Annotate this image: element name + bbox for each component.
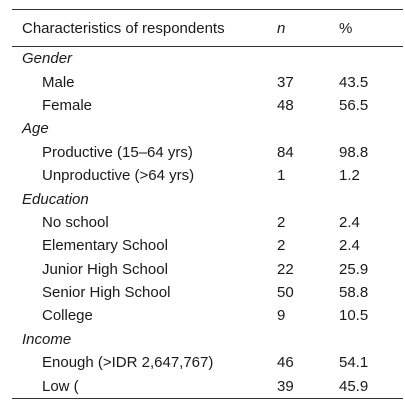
row-percent: 2.4: [339, 237, 360, 255]
row-n: 39: [277, 377, 294, 395]
row-label: Productive (15–64 yrs): [42, 143, 193, 161]
table-row: Low ( 39 45.9: [12, 374, 403, 399]
header-n: n: [277, 19, 286, 37]
header-percent: %: [339, 19, 353, 37]
row-percent: 10.5: [339, 307, 369, 325]
group-label-education: Education: [22, 190, 89, 208]
group-row-age: Age: [12, 117, 403, 140]
row-percent: 1.2: [339, 167, 360, 185]
row-n: 50: [277, 284, 294, 302]
row-label: Junior High School: [42, 260, 168, 278]
row-percent: 56.5: [339, 96, 369, 114]
row-percent: 58.8: [339, 284, 369, 302]
row-label: Enough (>IDR 2,647,767): [42, 354, 214, 372]
table-row: Senior High School 50 58.8: [12, 281, 403, 304]
row-label: No school: [42, 213, 109, 231]
row-n: 2: [277, 213, 286, 231]
row-n: 37: [277, 73, 294, 91]
group-row-education: Education: [12, 187, 403, 210]
group-row-income: Income: [12, 328, 403, 351]
row-n: 9: [277, 307, 286, 325]
row-percent: 2.4: [339, 213, 360, 231]
row-label: College: [42, 307, 93, 325]
table-header: Characteristics of respondents n %: [12, 9, 403, 47]
group-label-gender: Gender: [22, 50, 73, 68]
table-row: Productive (15–64 yrs) 84 98.8: [12, 141, 403, 164]
row-percent: 45.9: [339, 377, 369, 395]
row-n: 22: [277, 260, 294, 278]
table-row: Male 37 43.5: [12, 70, 403, 93]
table-row: Junior High School 22 25.9: [12, 258, 403, 281]
table-row: No school 2 2.4: [12, 211, 403, 234]
header-characteristics: Characteristics of respondents: [22, 19, 225, 37]
group-label-age: Age: [22, 120, 49, 138]
row-n: 46: [277, 354, 294, 372]
row-percent: 98.8: [339, 143, 369, 161]
row-label: Low (: [42, 377, 79, 395]
row-n: 84: [277, 143, 294, 161]
group-row-gender: Gender: [12, 47, 403, 71]
row-label: Elementary School: [42, 237, 168, 255]
table-row: College 9 10.5: [12, 304, 403, 327]
row-n: 2: [277, 237, 286, 255]
table-row: Enough (>IDR 2,647,767) 46 54.1: [12, 351, 403, 374]
table-body: Gender Male 37 43.5 Female 48 56.5 Age P…: [12, 47, 403, 399]
table-row: Unproductive (>64 yrs) 1 1.2: [12, 164, 403, 187]
row-label: Unproductive (>64 yrs): [42, 167, 195, 185]
row-label: Female: [42, 96, 93, 114]
respondent-characteristics-table-container: Characteristics of respondents n % Gende…: [12, 9, 403, 399]
row-percent: 25.9: [339, 260, 369, 278]
row-n: 1: [277, 167, 286, 185]
table-row: Elementary School 2 2.4: [12, 234, 403, 257]
row-n: 48: [277, 96, 294, 114]
header-row: Characteristics of respondents n %: [12, 9, 403, 47]
respondent-characteristics-table: Characteristics of respondents n % Gende…: [12, 9, 403, 399]
table-row: Female 48 56.5: [12, 94, 403, 117]
group-label-income: Income: [22, 330, 72, 348]
row-label: Senior High School: [42, 284, 171, 302]
row-label: Male: [42, 73, 75, 91]
row-percent: 54.1: [339, 354, 369, 372]
row-percent: 43.5: [339, 73, 369, 91]
